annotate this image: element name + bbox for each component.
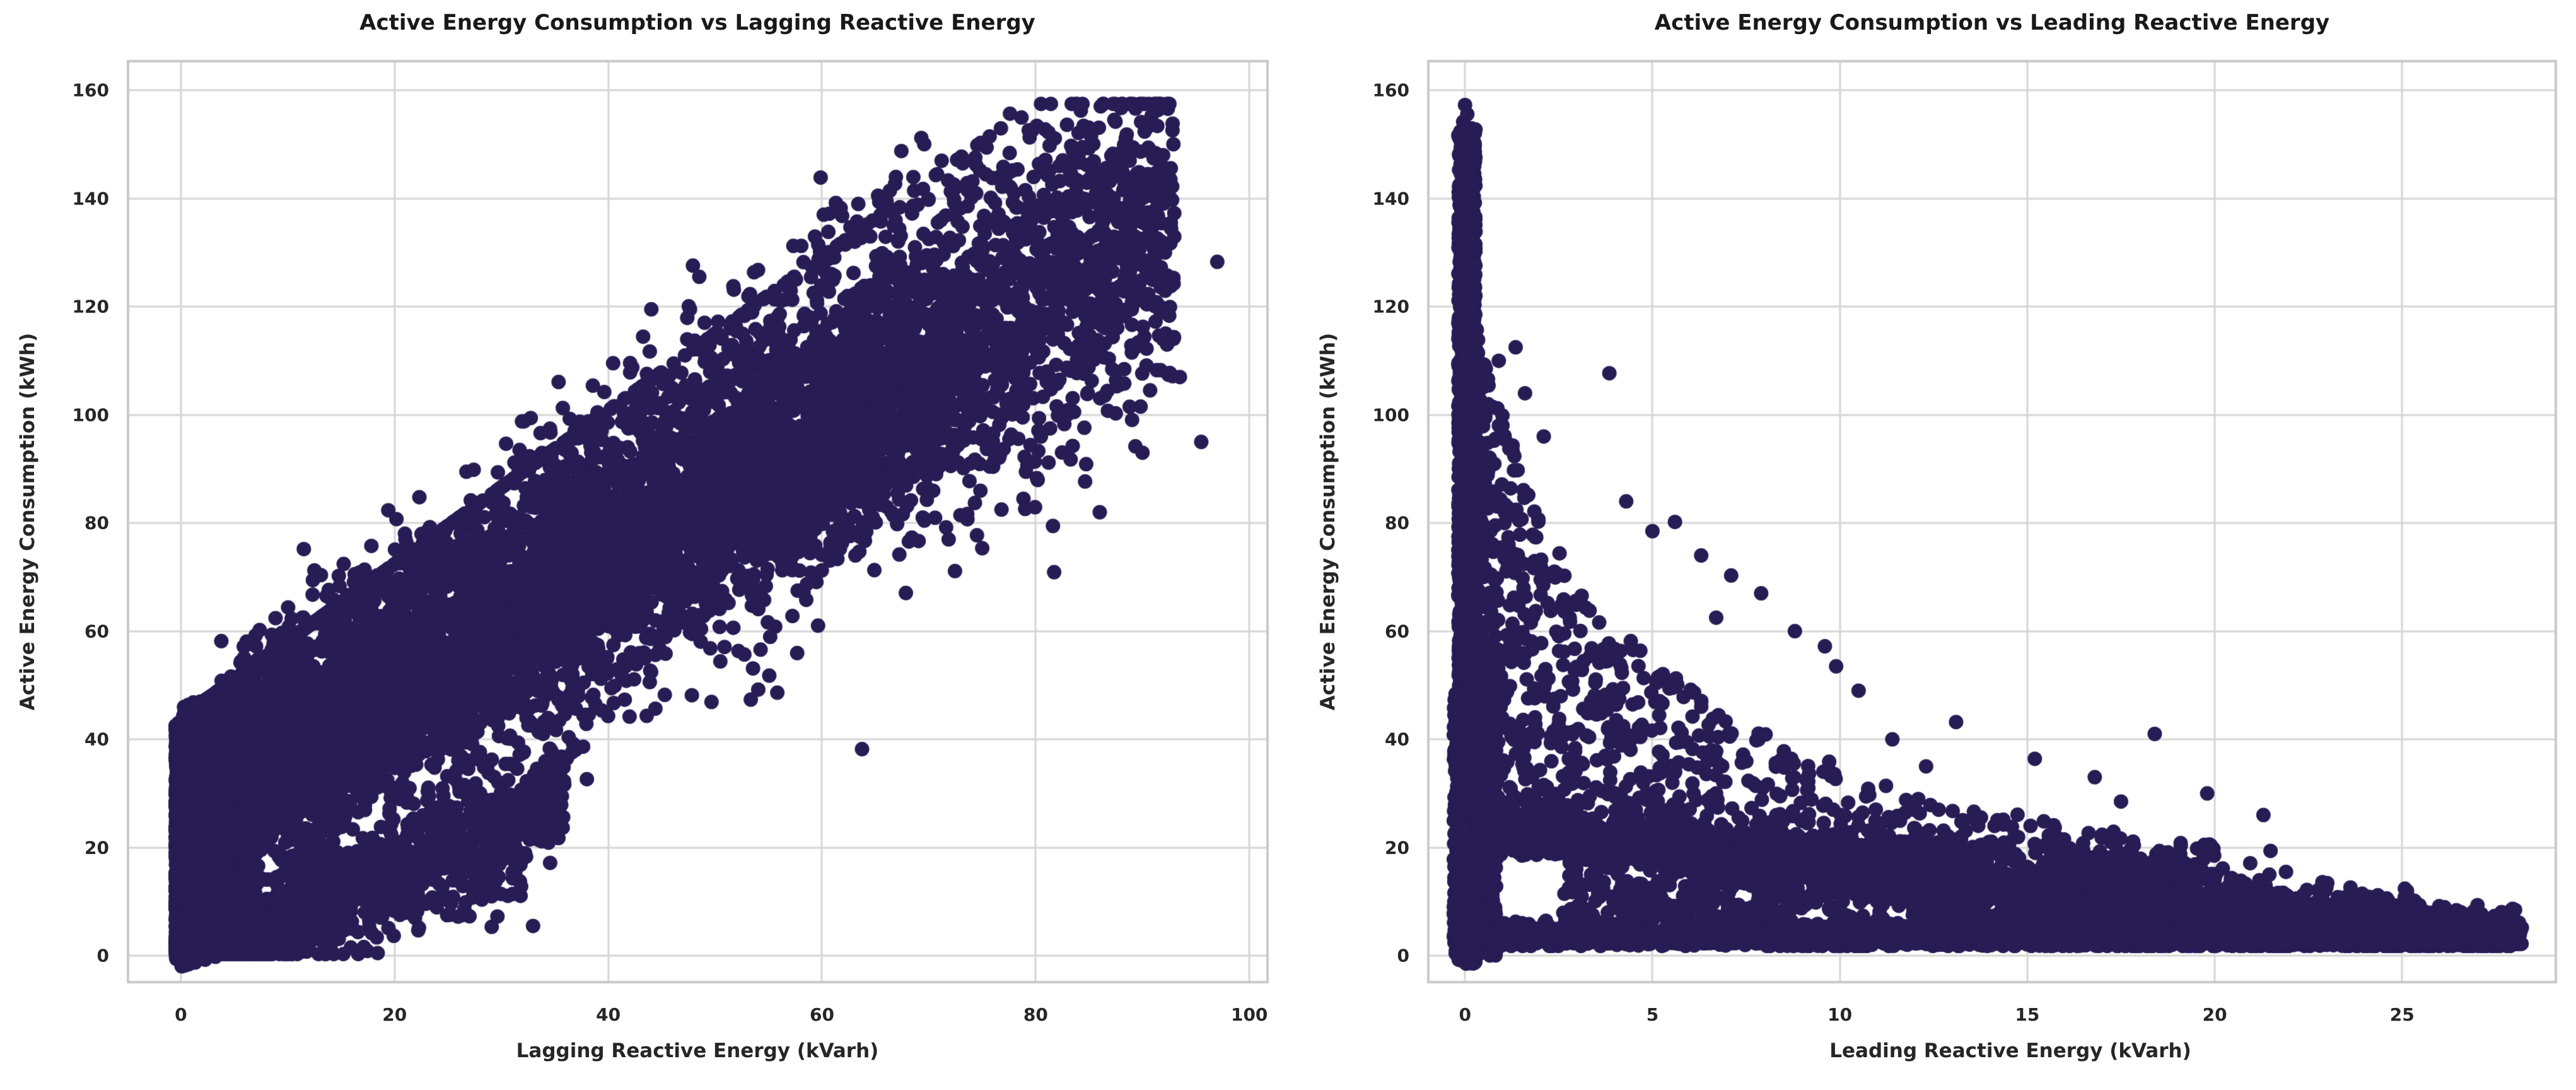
y-tick-label: 80 <box>85 512 109 534</box>
x-tick-label: 10 <box>1827 1004 1853 1025</box>
chart-title-lagging: Active Energy Consumption vs Lagging Rea… <box>359 10 1035 35</box>
y-tick-label: 0 <box>96 945 109 966</box>
x-axis-label-lagging: Lagging Reactive Energy (kVarh) <box>516 1040 879 1062</box>
y-tick-label: 80 <box>1385 512 1409 534</box>
x-tick-label: 100 <box>1230 1004 1268 1025</box>
y-axis-label-leading: Active Energy Consumption (kWh) <box>1317 332 1339 711</box>
y-tick-label: 60 <box>85 621 109 642</box>
y-tick-label: 160 <box>1372 79 1409 101</box>
x-tick-label: 25 <box>2389 1004 2415 1025</box>
chart-title-leading: Active Energy Consumption vs Leading Rea… <box>1654 10 2330 35</box>
y-tick-label: 20 <box>1385 837 1409 859</box>
y-tick-label: 100 <box>1372 404 1409 426</box>
x-tick-label: 60 <box>809 1004 834 1025</box>
x-tick-label: 0 <box>1459 1004 1471 1025</box>
y-tick-label: 0 <box>1397 945 1409 966</box>
x-tick-label: 40 <box>596 1004 621 1025</box>
y-tick-label: 140 <box>72 188 109 209</box>
y-tick-label: 160 <box>72 79 109 101</box>
y-tick-label: 120 <box>1372 296 1409 317</box>
y-tick-label: 20 <box>85 837 109 859</box>
x-tick-label: 20 <box>382 1004 407 1025</box>
x-tick-label: 20 <box>2202 1004 2227 1025</box>
y-tick-label: 40 <box>85 729 109 750</box>
x-tick-label: 80 <box>1023 1004 1048 1025</box>
y-tick-label: 60 <box>1385 621 1409 642</box>
x-tick-label: 5 <box>1646 1004 1659 1025</box>
y-tick-label: 100 <box>72 404 109 426</box>
x-axis-label-leading: Leading Reactive Energy (kVarh) <box>1829 1040 2191 1062</box>
x-tick-label: 0 <box>175 1004 187 1025</box>
y-tick-label: 140 <box>1372 188 1409 209</box>
y-tick-label: 120 <box>72 296 109 317</box>
y-axis-label-lagging: Active Energy Consumption (kWh) <box>16 332 39 711</box>
x-tick-label: 15 <box>2015 1004 2040 1025</box>
y-tick-label: 40 <box>1385 729 1409 750</box>
